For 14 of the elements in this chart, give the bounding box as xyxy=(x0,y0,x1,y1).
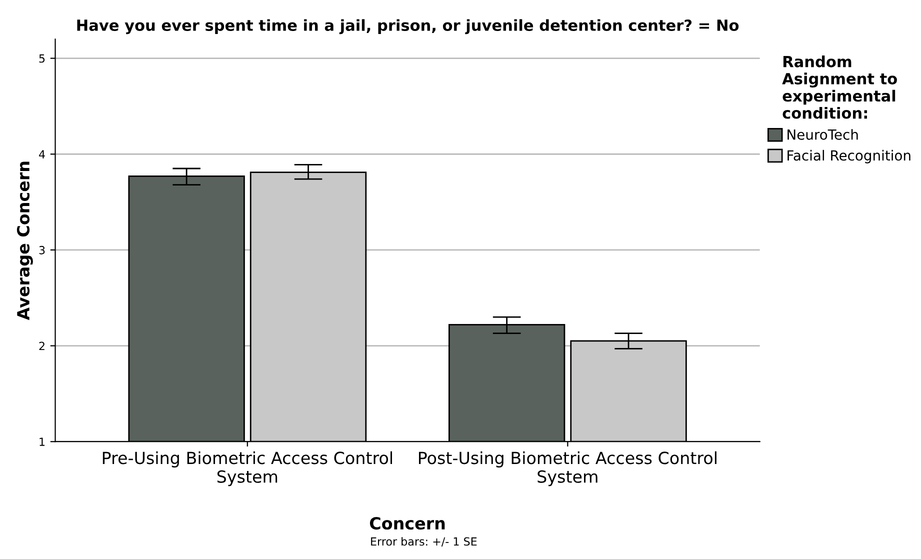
text: Error bars: +/- 1 SE xyxy=(371,537,477,547)
legend-label: Facial Recognition xyxy=(788,150,910,164)
y-tick-label: 3 xyxy=(39,246,45,254)
legend-label: NeuroTech xyxy=(788,129,858,140)
y-tick-label: 2 xyxy=(39,342,44,350)
y-tick-label: 5 xyxy=(39,54,45,63)
x-axis-title: Concern xyxy=(370,516,445,530)
x-tick-label: Post-Using Biometric Access Control System xyxy=(418,451,716,486)
chart-title: Have you ever spent time in a jail, prison, or juvenile detention center? = No xyxy=(77,19,739,34)
y-tick-label: 4 xyxy=(39,150,45,158)
y-axis-title: Average Concern xyxy=(16,162,33,320)
y-tick-label: 1 xyxy=(40,438,45,446)
x-tick-label: Pre-Using Biometric Access Control System xyxy=(102,451,392,486)
legend-title: Random Asignment to experimental condition: xyxy=(782,56,897,119)
